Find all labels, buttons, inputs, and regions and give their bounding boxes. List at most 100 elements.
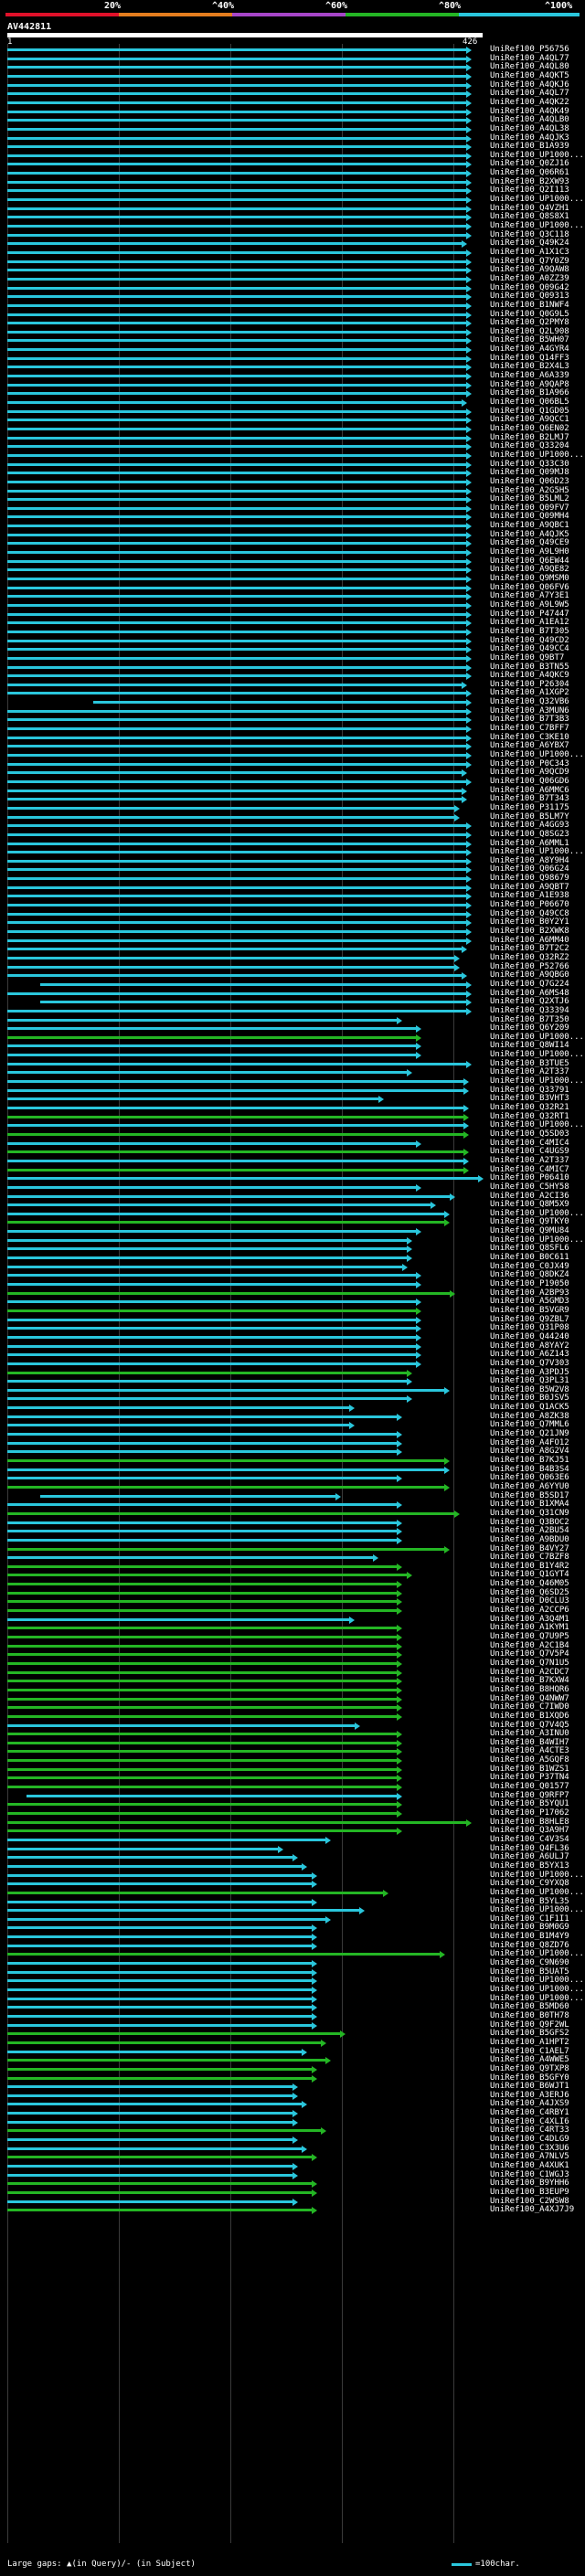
hit-label[interactable]: UniRef100_C4UGS9 [490, 1147, 569, 1157]
hit-alignment[interactable] [7, 1686, 403, 1694]
hit-label[interactable]: UniRef100_A6MS48 [490, 988, 569, 998]
hit-label[interactable]: UniRef100_Q9BT7 [490, 652, 565, 663]
hit-alignment[interactable] [7, 1625, 403, 1633]
hit-label[interactable]: UniRef100_Q06BL5 [490, 398, 569, 407]
hit-label[interactable]: UniRef100_A4GYR4 [490, 345, 569, 355]
hit-label[interactable]: UniRef100_B4WIH7 [490, 1737, 569, 1747]
hit-label[interactable]: UniRef100_B5WH07 [490, 335, 569, 345]
hit-alignment[interactable] [7, 205, 472, 213]
hit-label[interactable]: UniRef100_Q6SD25 [490, 1587, 569, 1597]
hit-alignment[interactable] [7, 734, 472, 742]
hit-alignment[interactable] [7, 1818, 472, 1827]
hit-label[interactable]: UniRef100_C9YXQ8 [490, 1879, 569, 1889]
hit-alignment[interactable] [7, 161, 472, 169]
hit-label[interactable]: UniRef100_Q14FF3 [490, 353, 569, 363]
hit-label[interactable]: UniRef100_B5YQU1 [490, 1799, 569, 1809]
hit-alignment[interactable] [7, 417, 472, 425]
hit-alignment[interactable] [7, 47, 472, 54]
hit-label[interactable]: UniRef100_Q2XTJ6 [490, 997, 569, 1007]
hit-label[interactable]: UniRef100_Q1ACK5 [490, 1403, 569, 1413]
hit-label[interactable]: UniRef100_Q8SFL6 [490, 1244, 569, 1254]
hit-alignment[interactable] [7, 1642, 403, 1650]
hit-alignment[interactable] [7, 1122, 470, 1130]
hit-label[interactable]: UniRef100_UP1000... [490, 1887, 584, 1897]
hit-alignment[interactable] [7, 2207, 317, 2215]
hit-label[interactable]: UniRef100_C4MIC4 [490, 1138, 569, 1148]
hit-alignment[interactable] [7, 1255, 412, 1263]
hit-label[interactable]: UniRef100_P56756 [490, 45, 569, 54]
hit-alignment[interactable] [7, 1289, 455, 1298]
hit-label[interactable]: UniRef100_C4RBY1 [490, 2108, 569, 2118]
hit-alignment[interactable] [7, 2180, 317, 2189]
hit-label[interactable]: UniRef100_UP1000... [490, 1949, 584, 1959]
hit-label[interactable]: UniRef100_Q9MU84 [490, 1226, 569, 1236]
hit-label[interactable]: UniRef100_Q98679 [490, 874, 569, 884]
hit-label[interactable]: UniRef100_B9YHH6 [490, 2178, 569, 2189]
hit-alignment[interactable] [7, 1263, 408, 1271]
hit-label[interactable]: UniRef100_A8ZK38 [490, 1411, 569, 1421]
hit-label[interactable]: UniRef100_Q0G9L5 [490, 309, 569, 319]
hit-label[interactable]: UniRef100_B5LML2 [490, 494, 569, 504]
hit-alignment[interactable] [7, 328, 472, 336]
hit-alignment[interactable] [7, 1784, 403, 1792]
hit-alignment[interactable] [7, 72, 472, 80]
hit-alignment[interactable] [7, 1757, 403, 1765]
hit-alignment[interactable] [7, 1175, 484, 1183]
hit-alignment[interactable] [40, 999, 472, 1007]
hit-label[interactable]: UniRef100_UP1000... [490, 1870, 584, 1880]
hit-alignment[interactable] [7, 726, 472, 734]
hit-label[interactable]: UniRef100_Q8ZD76 [490, 1940, 569, 1950]
hit-alignment[interactable] [7, 1166, 470, 1174]
hit-label[interactable]: UniRef100_C7IWD0 [490, 1702, 569, 1712]
hit-alignment[interactable] [7, 1272, 422, 1280]
hit-alignment[interactable] [7, 2136, 298, 2145]
hit-label[interactable]: UniRef100_A4JXS9 [490, 2099, 569, 2109]
hit-label[interactable]: UniRef100_B5GFY0 [490, 2072, 569, 2083]
hit-alignment[interactable] [7, 654, 472, 663]
hit-alignment[interactable] [7, 1395, 412, 1404]
hit-label[interactable]: UniRef100_B8HLE8 [490, 1817, 569, 1827]
hit-alignment[interactable] [7, 919, 472, 928]
hit-label[interactable]: UniRef100_C4XLI6 [490, 2116, 569, 2126]
hit-label[interactable]: UniRef100_Q32RT1 [490, 1111, 569, 1121]
hit-alignment[interactable] [7, 813, 460, 822]
hit-label[interactable]: UniRef100_Q09G42 [490, 282, 569, 292]
hit-alignment[interactable] [7, 2021, 317, 2030]
hit-label[interactable]: UniRef100_C1AEL7 [490, 2046, 569, 2056]
hit-label[interactable]: UniRef100_B1Y4R2 [490, 1561, 569, 1571]
hit-label[interactable]: UniRef100_A6MML1 [490, 838, 569, 848]
hit-label[interactable]: UniRef100_A4QLB0 [490, 115, 569, 125]
hit-alignment[interactable] [7, 2083, 298, 2092]
hit-label[interactable]: UniRef100_B7T3B3 [490, 715, 569, 725]
hit-alignment[interactable] [7, 2092, 298, 2100]
hit-alignment[interactable] [7, 1898, 317, 1906]
hit-label[interactable]: UniRef100_A4QJK5 [490, 529, 569, 539]
hit-label[interactable]: UniRef100_A9QAP8 [490, 379, 569, 389]
hit-alignment[interactable] [7, 2145, 308, 2153]
hit-label[interactable]: UniRef100_B9M0G9 [490, 1923, 569, 1933]
hit-alignment[interactable] [7, 2039, 327, 2047]
hit-alignment[interactable] [7, 1607, 403, 1616]
hit-label[interactable]: UniRef100_C3KE10 [490, 732, 569, 742]
hit-label[interactable]: UniRef100_Q063E6 [490, 1473, 569, 1483]
hit-label[interactable]: UniRef100_A4QL77 [490, 89, 569, 99]
hit-alignment[interactable] [7, 1678, 403, 1686]
hit-label[interactable]: UniRef100_P19050 [490, 1279, 569, 1288]
hit-label[interactable]: UniRef100_C4RT33 [490, 2125, 569, 2136]
hit-label[interactable]: UniRef100_Q9ZBL7 [490, 1314, 569, 1324]
hit-label[interactable]: UniRef100_UP1000... [490, 150, 584, 160]
hit-alignment[interactable] [7, 1598, 403, 1606]
hit-alignment[interactable] [7, 1405, 356, 1413]
hit-alignment[interactable] [7, 1183, 422, 1192]
hit-alignment[interactable] [7, 1386, 451, 1394]
hit-alignment[interactable] [7, 1862, 308, 1871]
hit-label[interactable]: UniRef100_C4V3S4 [490, 1834, 569, 1844]
hit-alignment[interactable] [7, 1987, 317, 1994]
hit-alignment[interactable] [7, 373, 472, 381]
hit-label[interactable]: UniRef100_Q9TKY0 [490, 1217, 569, 1227]
hit-label[interactable]: UniRef100_Q7Y0Z9 [490, 256, 569, 266]
hit-label[interactable]: UniRef100_B5W2V8 [490, 1384, 569, 1394]
hit-label[interactable]: UniRef100_A0ZZ39 [490, 273, 569, 283]
hit-label[interactable]: UniRef100_B3TUE5 [490, 1058, 569, 1068]
hit-alignment[interactable] [7, 2004, 317, 2012]
